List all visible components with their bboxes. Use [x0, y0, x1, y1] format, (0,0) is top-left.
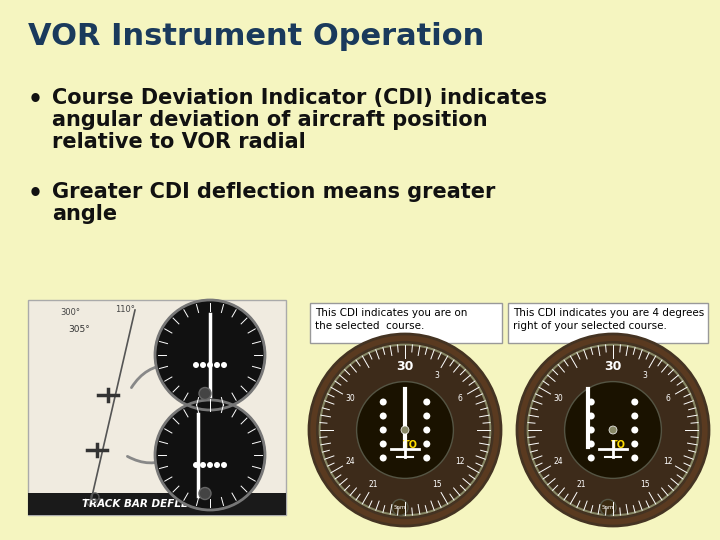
Circle shape	[631, 399, 638, 406]
Text: 3: 3	[434, 370, 439, 380]
Text: 305°: 305°	[68, 325, 90, 334]
Text: angle: angle	[52, 204, 117, 224]
Text: Greater CDI deflection means greater: Greater CDI deflection means greater	[52, 182, 495, 202]
Text: TO: TO	[611, 440, 626, 450]
Text: 24: 24	[346, 457, 355, 466]
Circle shape	[200, 462, 206, 468]
Circle shape	[525, 342, 701, 518]
Text: 30: 30	[396, 360, 414, 373]
Text: 30: 30	[604, 360, 621, 373]
Text: TO: TO	[402, 440, 418, 450]
Circle shape	[221, 362, 227, 368]
Circle shape	[379, 441, 387, 448]
Circle shape	[588, 399, 595, 406]
Circle shape	[517, 334, 709, 526]
Text: 21: 21	[369, 481, 378, 489]
Circle shape	[401, 426, 409, 434]
Text: 300°: 300°	[60, 308, 80, 317]
Circle shape	[193, 362, 199, 368]
Text: 3: 3	[642, 370, 647, 380]
Bar	[508, 303, 708, 343]
Text: relative to VOR radial: relative to VOR radial	[52, 132, 306, 152]
FancyArrowPatch shape	[127, 456, 170, 464]
Bar	[28, 493, 286, 515]
Text: 15: 15	[432, 481, 441, 489]
Circle shape	[207, 462, 213, 468]
Circle shape	[423, 455, 431, 462]
Text: 6: 6	[457, 394, 462, 403]
Circle shape	[588, 455, 595, 462]
Text: Course Deviation Indicator (CDI) indicates: Course Deviation Indicator (CDI) indicat…	[52, 88, 547, 108]
Circle shape	[392, 500, 408, 516]
Text: 21: 21	[577, 481, 586, 489]
Text: •: •	[28, 88, 43, 112]
Circle shape	[423, 399, 431, 406]
Circle shape	[631, 413, 638, 420]
Circle shape	[631, 427, 638, 434]
Circle shape	[317, 342, 493, 518]
Circle shape	[379, 399, 387, 406]
Circle shape	[631, 455, 638, 462]
Text: 24: 24	[553, 457, 563, 466]
Circle shape	[609, 426, 617, 434]
Circle shape	[214, 362, 220, 368]
Text: TRACK BAR DEFLECTIONS: TRACK BAR DEFLECTIONS	[82, 499, 232, 509]
Text: VOR Instrument Operation: VOR Instrument Operation	[28, 22, 485, 51]
Circle shape	[588, 427, 595, 434]
Circle shape	[155, 300, 265, 410]
Circle shape	[631, 441, 638, 448]
Circle shape	[600, 500, 616, 516]
Text: 30: 30	[346, 394, 355, 403]
Text: VOR: VOR	[84, 498, 106, 508]
Text: 15: 15	[640, 481, 649, 489]
Text: This CDI indicates you are 4 degrees
right of your selected course.: This CDI indicates you are 4 degrees rig…	[513, 308, 704, 331]
Circle shape	[200, 362, 206, 368]
Circle shape	[423, 413, 431, 420]
Circle shape	[588, 441, 595, 448]
Bar	[28, 300, 286, 515]
Circle shape	[356, 382, 454, 478]
Circle shape	[193, 462, 199, 468]
Circle shape	[423, 441, 431, 448]
Text: 12: 12	[455, 457, 464, 466]
Circle shape	[309, 334, 501, 526]
Circle shape	[564, 382, 662, 478]
Text: •: •	[28, 182, 43, 206]
Text: 5nm: 5nm	[602, 505, 614, 510]
FancyArrowPatch shape	[132, 362, 169, 388]
Circle shape	[379, 413, 387, 420]
Text: 30: 30	[553, 394, 563, 403]
Bar	[310, 303, 502, 343]
Circle shape	[379, 455, 387, 462]
Text: 12: 12	[663, 457, 672, 466]
Circle shape	[379, 427, 387, 434]
Circle shape	[207, 362, 213, 368]
Circle shape	[155, 400, 265, 510]
Circle shape	[199, 488, 211, 500]
Circle shape	[214, 462, 220, 468]
Text: 110°: 110°	[115, 305, 135, 314]
Circle shape	[588, 413, 595, 420]
Circle shape	[423, 427, 431, 434]
Text: angular deviation of aircraft position: angular deviation of aircraft position	[52, 110, 487, 130]
Text: This CDI indicates you are on
the selected  course.: This CDI indicates you are on the select…	[315, 308, 467, 331]
Circle shape	[221, 462, 227, 468]
Circle shape	[199, 388, 211, 400]
Text: 5nm: 5nm	[394, 505, 406, 510]
Text: 6: 6	[665, 394, 670, 403]
